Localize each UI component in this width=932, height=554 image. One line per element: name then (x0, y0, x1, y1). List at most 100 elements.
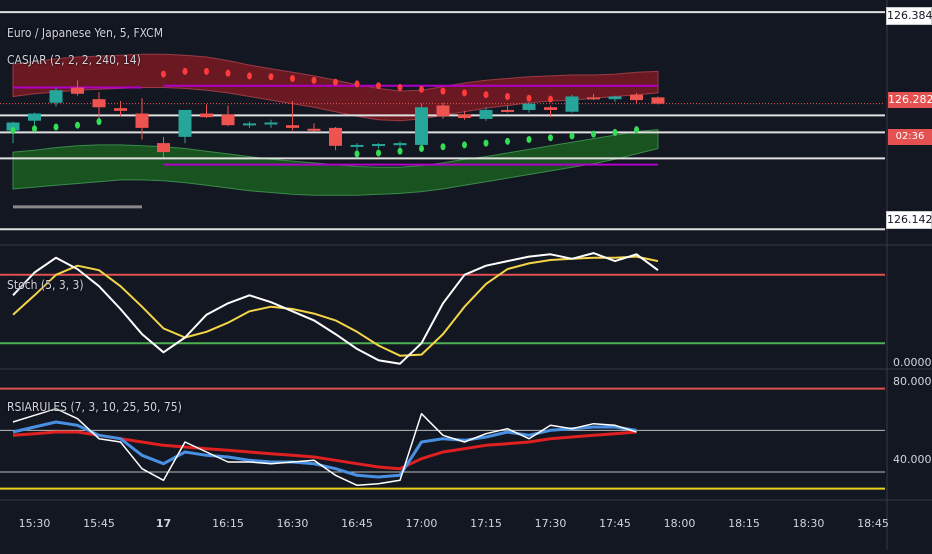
candle-body (522, 103, 536, 110)
red-signal-dot (161, 70, 166, 78)
green-signal-dot (376, 149, 381, 157)
candle-body (135, 113, 149, 128)
candle-body (587, 97, 600, 100)
candle-body (608, 96, 622, 100)
symbol-title: Euro / Japanese Yen, 5, FXCM (7, 26, 164, 40)
green-signal-dot (526, 136, 532, 144)
candle-body (565, 96, 579, 112)
green-signal-dot (397, 147, 403, 155)
red-signal-dot (526, 94, 532, 102)
candle-body (651, 97, 665, 104)
green-signal-dot (354, 150, 360, 158)
candle-body (630, 94, 643, 101)
candle-body (329, 127, 342, 146)
time-tick-label: 15:30 (18, 517, 51, 530)
time-tick-label: 17:30 (534, 517, 567, 530)
candle-body (178, 109, 192, 137)
candle-body (6, 122, 20, 131)
green-signal-dot (569, 132, 575, 140)
red-signal-dot (247, 72, 252, 80)
candle-body (157, 143, 170, 153)
green-signal-dot (75, 121, 80, 129)
candle-body (71, 87, 84, 94)
candle-body (436, 105, 450, 117)
green-signal-dot (548, 134, 553, 142)
candle-body (286, 125, 299, 128)
lower-band (12, 129, 659, 196)
red-signal-dot (548, 95, 553, 103)
red-signal-dot (505, 92, 510, 100)
candle-body (243, 123, 256, 126)
candle-body (415, 107, 428, 145)
bar-countdown-label: 02:36 (888, 129, 932, 145)
green-signal-dot (419, 145, 424, 153)
red-signal-dot (440, 87, 446, 95)
last-price-label: 126.282 (888, 92, 932, 108)
candle-body (221, 114, 235, 126)
candle-body (479, 109, 493, 119)
green-signal-dot (53, 123, 59, 131)
time-tick-label: 15:45 (83, 517, 115, 530)
candle-body (307, 128, 321, 131)
stoch-indicator-label: Stoch (5, 3, 3) (7, 278, 84, 292)
red-signal-dot (397, 84, 403, 92)
stoch-d-line (12, 255, 659, 357)
time-tick-label: 18:45 (857, 517, 889, 530)
time-tick-label: 18:15 (728, 517, 760, 530)
candle-body (92, 99, 106, 108)
red-signal-dot (225, 69, 231, 77)
red-signal-dot (333, 78, 338, 86)
red-signal-dot (419, 85, 424, 93)
candle-body (501, 109, 514, 112)
green-signal-dot (483, 139, 489, 147)
candle-body (49, 90, 63, 103)
green-signal-dot (96, 118, 102, 126)
candle-body (350, 144, 364, 147)
red-signal-dot (311, 76, 317, 84)
time-tick-label: 17:45 (599, 517, 631, 530)
red-signal-dot (182, 67, 188, 75)
time-tick-label: 17:00 (405, 517, 438, 530)
time-tick-label: 17:15 (470, 517, 502, 530)
red-signal-dot (483, 91, 489, 99)
candle-body (544, 107, 557, 110)
time-tick-label: 16:15 (212, 517, 244, 530)
green-signal-dot (612, 128, 618, 136)
red-signal-dot (268, 73, 274, 81)
green-signal-dot (32, 125, 37, 133)
time-tick-label: 18:00 (663, 517, 696, 530)
rsi-fast-line (12, 407, 637, 487)
green-signal-dot (440, 143, 446, 151)
price-label-top: 126.384 (886, 7, 932, 25)
candle-body (200, 113, 213, 118)
green-signal-dot (10, 127, 16, 135)
rsi-axis-40: 40.0000 (893, 453, 932, 466)
stoch-k-line (12, 252, 659, 365)
time-tick-label: 17 (155, 517, 172, 530)
red-signal-dot (376, 82, 381, 90)
rsi-mid-line (12, 420, 637, 479)
green-signal-dot (462, 141, 467, 149)
rsi-indicator-label: RSIARULES (7, 3, 10, 25, 50, 75) (7, 400, 182, 414)
candle-body (114, 108, 127, 111)
green-signal-dot (505, 137, 510, 145)
candle-body (28, 113, 41, 121)
price-label-lower: 126.142 (886, 211, 932, 229)
candle-body (372, 144, 385, 147)
candle-body (458, 114, 471, 119)
casjar-indicator-label: CASJAR (2, 2, 2, 240, 14) (7, 53, 141, 67)
stoch-axis-zero: 0.0000 (893, 356, 932, 369)
candle-body (393, 143, 407, 146)
rsi-axis-80: 80.0000 (893, 375, 932, 388)
red-signal-dot (354, 80, 360, 88)
red-signal-dot (204, 67, 209, 75)
time-tick-label: 16:30 (276, 517, 309, 530)
time-tick-label: 16:45 (341, 517, 373, 530)
time-tick-label: 18:30 (792, 517, 825, 530)
green-signal-dot (591, 130, 596, 138)
candle-body (264, 122, 278, 125)
red-signal-dot (462, 89, 467, 97)
red-signal-dot (290, 75, 295, 83)
